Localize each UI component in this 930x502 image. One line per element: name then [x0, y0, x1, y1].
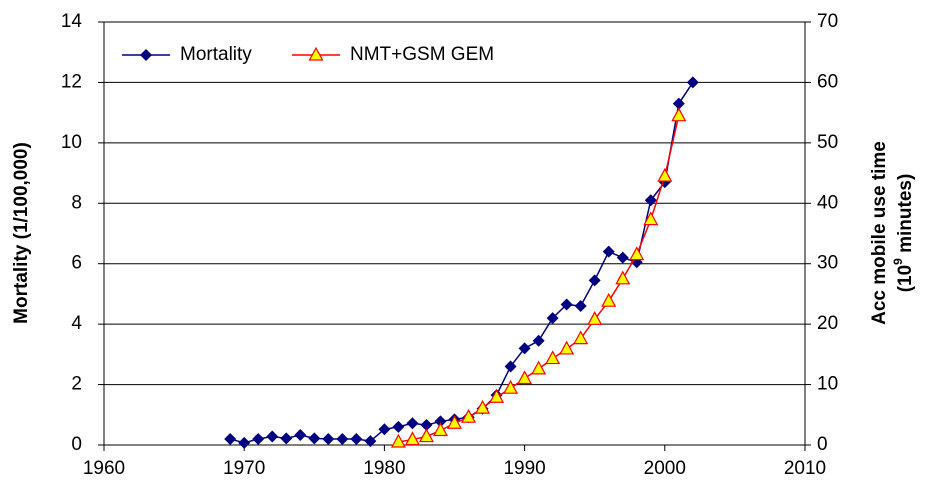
triangle-marker	[573, 330, 589, 345]
triangle-marker	[404, 431, 420, 446]
diamond-marker	[546, 312, 559, 325]
triangle-marker	[601, 292, 617, 307]
triangle-marker	[629, 246, 645, 261]
series-line	[229, 82, 694, 444]
legend-label: NMT+GSM GEM	[350, 44, 494, 65]
y2-tick-label: 10	[817, 374, 838, 395]
y-tick-label: 0	[71, 434, 82, 455]
y2-tick-label: 20	[817, 313, 838, 334]
triangle-marker	[531, 360, 547, 375]
diamond-marker	[644, 194, 657, 207]
triangle-marker	[503, 379, 519, 394]
y-tick-label: 6	[71, 253, 82, 274]
y2-tick-label: 70	[817, 11, 838, 32]
triangle-marker	[308, 46, 324, 61]
diamond-marker	[518, 342, 531, 355]
unit-superscript: 9	[891, 258, 905, 265]
triangle-marker	[615, 270, 631, 285]
triangle-marker	[489, 389, 505, 403]
y-tick-label: 10	[61, 132, 82, 153]
triangle-marker	[559, 340, 575, 355]
diamond-marker	[434, 415, 447, 428]
y2-axis-unit: (109 minutes)	[891, 174, 916, 293]
triangle-marker	[517, 370, 533, 385]
y2-tick-label: 30	[817, 253, 838, 274]
legend-label: Mortality	[180, 44, 252, 65]
x-tick-label: 1960	[83, 458, 125, 479]
unit-part: minutes)	[895, 174, 916, 258]
x-tick-label: 1980	[363, 458, 405, 479]
triangle-marker	[446, 414, 463, 429]
diamond-marker	[224, 432, 237, 445]
y2-axis-label: Acc mobile use time	[869, 141, 890, 325]
diamond-marker	[364, 435, 377, 448]
y-axis-label: Mortality (1/100,000)	[11, 142, 32, 324]
diamond-marker	[238, 436, 251, 449]
triangle-marker	[461, 408, 477, 423]
diamond-marker	[420, 419, 433, 432]
y2-tick-label: 50	[817, 132, 838, 153]
y-tick-label: 14	[61, 11, 83, 32]
diamond-marker	[266, 430, 279, 443]
diamond-marker	[560, 298, 573, 311]
triangle-marker	[390, 433, 406, 448]
triangle-marker	[587, 311, 603, 325]
diamond-marker	[280, 432, 293, 445]
x-tick-label: 1970	[223, 458, 265, 479]
diamond-marker	[336, 432, 349, 445]
triangle-marker	[671, 107, 687, 122]
diamond-marker	[588, 274, 601, 287]
y2-tick-label: 40	[817, 192, 838, 213]
diamond-marker	[532, 334, 545, 347]
series-line	[398, 115, 680, 443]
diamond-marker	[308, 432, 321, 445]
x-tick-label: 2010	[784, 458, 826, 479]
diamond-marker	[574, 300, 587, 313]
diamond-marker	[392, 420, 405, 433]
diamond-marker	[350, 432, 363, 445]
y2-tick-label: 0	[817, 434, 828, 455]
triangle-marker	[545, 350, 561, 365]
diamond-marker	[616, 251, 629, 264]
unit-part: (10	[895, 265, 916, 292]
diamond-marker	[252, 432, 265, 445]
triangle-marker	[432, 422, 448, 437]
diamond-marker	[378, 423, 391, 436]
y-tick-label: 4	[71, 313, 82, 334]
diamond-marker	[322, 432, 335, 445]
triangle-marker	[475, 399, 491, 414]
diamond-marker	[602, 245, 615, 258]
diamond-marker	[504, 360, 517, 373]
diamond-marker	[686, 76, 699, 89]
triangle-marker	[657, 167, 673, 182]
y-tick-label: 12	[61, 71, 82, 92]
x-tick-label: 1990	[503, 458, 545, 479]
y-tick-label: 8	[71, 192, 82, 213]
diamond-marker	[406, 417, 419, 430]
triangle-marker	[418, 428, 434, 443]
y-tick-label: 2	[71, 374, 82, 395]
y2-tick-label: 60	[817, 71, 838, 92]
diamond-marker	[672, 97, 685, 110]
triangle-marker	[643, 211, 659, 226]
diamond-marker	[140, 49, 152, 61]
x-tick-label: 2000	[644, 458, 686, 479]
diamond-marker	[294, 429, 307, 442]
